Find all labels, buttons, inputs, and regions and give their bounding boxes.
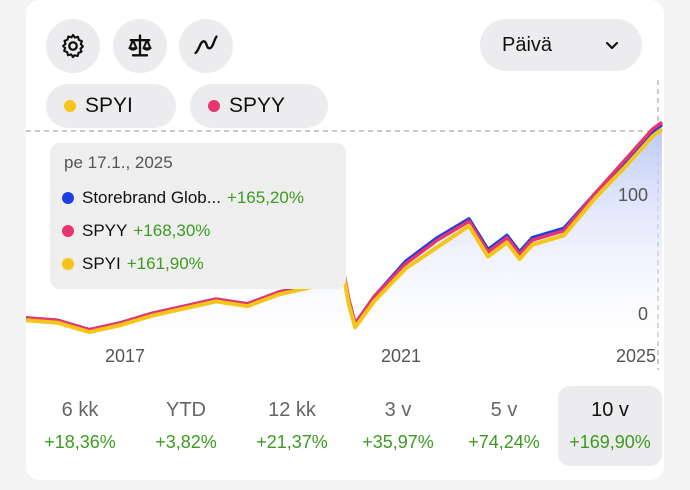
period-tab-12kk[interactable]: 12 kk +21,37% [240, 386, 344, 466]
settings-button[interactable] [46, 19, 100, 73]
period-select-value: Päivä [502, 33, 553, 56]
period-return: +74,24% [468, 432, 540, 452]
period-label: 3 v [384, 399, 412, 421]
series-line [26, 127, 664, 335]
period-tab-ytd[interactable]: YTD +3,82% [134, 386, 238, 466]
series-line [26, 120, 664, 332]
line-chart[interactable]: 2017 2021 2025 0 100 [26, 60, 664, 380]
legend-item-spyi[interactable]: SPYI [46, 84, 176, 128]
period-label: 5 v [490, 399, 518, 421]
period-return: +3,82% [155, 432, 217, 452]
period-tab-5v[interactable]: 5 v +74,24% [452, 386, 556, 466]
series-dot [62, 257, 74, 270]
y-tick-label: 100 [618, 185, 648, 205]
legend-dot [208, 100, 220, 112]
chart-area[interactable]: 2017 2021 2025 0 100 [26, 60, 664, 380]
period-return: +18,36% [44, 432, 116, 452]
series-dot [62, 224, 74, 237]
period-return: +35,97% [362, 432, 434, 452]
tooltip-row: SPYI +161,90% [62, 247, 334, 280]
chevron-down-icon [605, 41, 619, 50]
period-label: 10 v [591, 399, 629, 421]
legend-item-spyy[interactable]: SPYY [190, 84, 328, 128]
legend-label: SPYI [85, 94, 133, 117]
tooltip-series-value: +165,20% [226, 187, 304, 207]
series-dot [62, 191, 74, 204]
chart-tooltip: pe 17.1., 2025 Storebrand Glob... +165,2… [50, 143, 346, 289]
x-tick-label: 2021 [381, 346, 421, 366]
chart-type-button[interactable] [179, 19, 233, 73]
chart-card: Päivä SPYI SPYY 2017 2021 2025 0 100 pe 17.1… [26, 0, 664, 480]
tooltip-series-name: Storebrand Glob... [82, 187, 221, 207]
period-return: +169,90% [569, 432, 651, 452]
tooltip-row: Storebrand Glob... +165,20% [62, 181, 334, 214]
period-select[interactable]: Päivä [480, 19, 642, 71]
tooltip-series-name: SPYY [82, 220, 128, 240]
period-tab-6kk[interactable]: 6 kk +18,36% [28, 386, 132, 466]
compare-button[interactable] [113, 19, 167, 73]
tooltip-row: SPYY +168,30% [62, 214, 334, 247]
period-tab-10v[interactable]: 10 v +169,90% [558, 386, 662, 466]
tooltip-date: pe 17.1., 2025 [64, 153, 173, 172]
tooltip-series-value: +168,30% [133, 220, 211, 240]
squiggle-line-icon [194, 35, 218, 55]
x-tick-label: 2017 [105, 346, 145, 366]
period-label: YTD [166, 399, 206, 421]
x-tick-label: 2025 [616, 346, 656, 366]
legend-dot [64, 100, 76, 112]
y-tick-label: 0 [638, 304, 648, 324]
period-label: 12 kk [268, 399, 316, 421]
area-fill [26, 124, 662, 345]
tooltip-series-name: SPYI [82, 253, 121, 273]
tooltip-series-value: +161,90% [126, 253, 204, 273]
gear-icon [62, 33, 84, 59]
period-label: 6 kk [61, 399, 99, 421]
period-tabs: 6 kk +18,36% YTD +3,82% 12 kk +21,37% 3 … [26, 386, 664, 468]
period-tab-3v[interactable]: 3 v +35,97% [346, 386, 450, 466]
legend-label: SPYY [229, 94, 286, 117]
period-return: +21,37% [256, 432, 328, 452]
scale-icon [128, 34, 152, 57]
